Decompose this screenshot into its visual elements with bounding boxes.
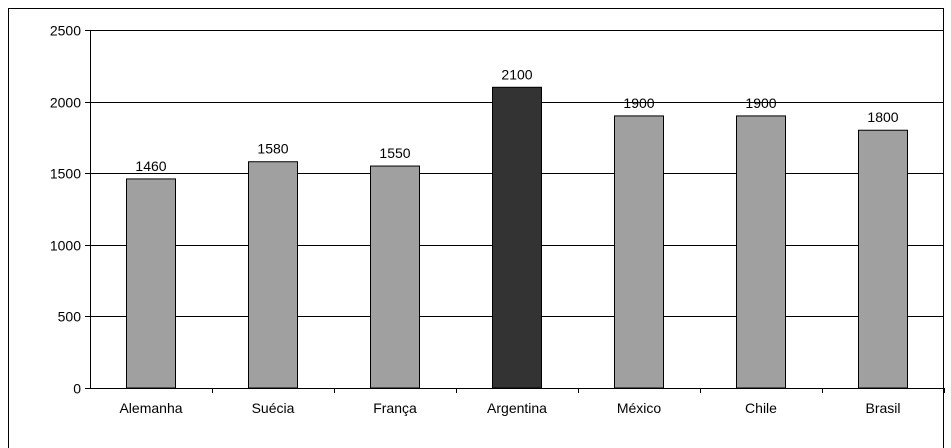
y-tick-label: 500	[58, 309, 82, 325]
data-label: 1580	[257, 141, 288, 157]
chart-frame	[8, 8, 944, 448]
data-label: 1550	[379, 145, 410, 161]
bar-méxico	[614, 115, 664, 389]
bar-argentina	[492, 86, 542, 389]
data-label: 1900	[623, 95, 654, 111]
bar-brasil	[858, 129, 908, 389]
y-tick-label: 0	[73, 381, 81, 397]
x-tick-label: França	[373, 400, 417, 416]
y-tick-label: 1000	[50, 238, 81, 254]
data-labels: 1460 1580 1550 2100 1900 1900 1800	[135, 66, 898, 174]
x-tick-label: Brasil	[865, 400, 900, 416]
bars	[126, 86, 908, 389]
x-tick-labels: Alemanha Suécia França Argentina México Chile…	[119, 400, 900, 416]
bar-alemanha	[126, 178, 176, 389]
bar-chart: 0 500 1000 1500 2000 2500 1460 1580 1550 2100 190…	[50, 23, 945, 416]
bar-suécia	[248, 161, 298, 389]
y-tick-label: 2000	[50, 95, 81, 111]
x-tick-label: México	[617, 400, 662, 416]
x-tick-label: Suécia	[252, 400, 295, 416]
y-tick-label: 1500	[50, 166, 81, 182]
x-tick-label: Alemanha	[119, 400, 182, 416]
data-label: 1900	[745, 95, 776, 111]
bar-chile	[736, 115, 786, 389]
data-label: 2100	[501, 66, 532, 82]
y-tick-labels: 0 500 1000 1500 2000 2500	[50, 23, 81, 397]
y-tick-label: 2500	[50, 23, 81, 39]
x-tick-label: Chile	[745, 400, 777, 416]
bar-frança	[370, 165, 420, 389]
x-tick-label: Argentina	[487, 400, 547, 416]
data-label: 1800	[867, 109, 898, 125]
data-label: 1460	[135, 158, 166, 174]
